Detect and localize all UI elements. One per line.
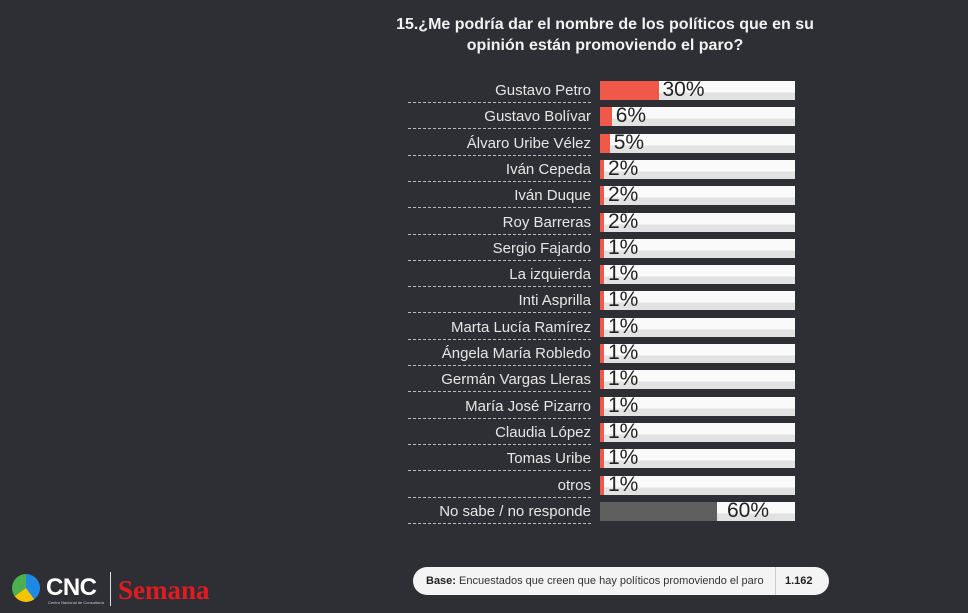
value-label: 2% [608, 209, 639, 233]
bar-row: Gustavo Petro 30% [408, 78, 798, 104]
bar [600, 81, 659, 100]
bar [600, 449, 604, 469]
category-label: Germán Vargas Lleras [408, 370, 591, 393]
bar-track: 1% [600, 393, 795, 417]
bar-track: 60% [600, 498, 795, 522]
base-text: Encuestados que creen que hay políticos … [459, 575, 764, 587]
bar [600, 265, 604, 285]
value-label: 1% [608, 446, 639, 470]
bar-track: 2% [600, 183, 795, 207]
base-count: 1.162 [785, 575, 813, 587]
bar-row: Tomas Uribe 1% [408, 446, 798, 472]
base-note: Base: Encuestados que creen que hay polí… [413, 567, 829, 595]
divider [775, 567, 776, 595]
bar [600, 159, 604, 179]
category-label: Roy Barreras [408, 213, 591, 235]
value-label: 30% [662, 78, 705, 101]
bar-track: 1% [600, 314, 795, 338]
bar-row: Roy Barreras 2% [408, 210, 798, 236]
bar-row: Iván Cepeda 2% [408, 157, 798, 183]
bar-row: otros 1% [408, 473, 798, 499]
bar-track: 1% [600, 472, 795, 496]
category-label: Claudia López [408, 423, 591, 445]
logo-divider [110, 572, 111, 606]
value-label: 1% [608, 314, 639, 338]
bar-row: Sergio Fajardo 1% [408, 236, 798, 262]
category-label: María José Pizarro [408, 397, 591, 419]
bar-row: No sabe / no responde 60% [408, 499, 798, 525]
bar [600, 396, 604, 416]
bar-row: Inti Asprilla 1% [408, 288, 798, 314]
value-label: 1% [608, 341, 639, 364]
cnc-logo: CNC [46, 574, 97, 601]
value-label: 1% [608, 235, 639, 259]
bar-row: Ángela María Robledo 1% [408, 341, 798, 367]
bar-track: 1% [600, 446, 795, 470]
bar-row: La izquierda 1% [408, 262, 798, 288]
value-label: 1% [608, 367, 639, 391]
category-label: Iván Cepeda [408, 160, 591, 182]
bar-track: 1% [600, 262, 795, 286]
category-label: Gustavo Petro [408, 81, 591, 103]
category-label: Sergio Fajardo [408, 239, 591, 261]
bar-row: Gustavo Bolívar 6% [408, 104, 798, 130]
bar-track: 5% [600, 130, 795, 154]
bar [600, 475, 604, 495]
bar-row: Álvaro Uribe Vélez 5% [408, 131, 798, 157]
value-label: 1% [608, 262, 639, 286]
category-label: No sabe / no responde [408, 502, 591, 524]
bar-track: 2% [600, 156, 795, 180]
value-label: 5% [613, 130, 645, 154]
bar [600, 186, 604, 206]
value-label: 2% [608, 183, 639, 207]
bar-track: 1% [600, 288, 795, 312]
value-label: 60% [727, 498, 770, 522]
base-label: Base: [426, 575, 456, 587]
bar-track: 1% [600, 235, 795, 259]
category-label: otros [408, 476, 591, 498]
bar-row: Marta Lucía Ramírez 1% [408, 315, 798, 341]
cnc-logo-icon [12, 574, 40, 602]
value-label: 1% [608, 288, 639, 312]
bar-track: 1% [600, 341, 795, 364]
category-label: Tomas Uribe [408, 449, 591, 472]
bar-row: Iván Duque 2% [408, 183, 798, 209]
bar-row: Claudia López 1% [408, 420, 798, 446]
bar-track: 1% [600, 367, 795, 391]
bar-track: 1% [600, 419, 795, 443]
bar [600, 212, 604, 232]
category-label: Marta Lucía Ramírez [408, 318, 591, 340]
bar-row: Germán Vargas Lleras 1% [408, 367, 798, 393]
value-label: 1% [608, 419, 639, 443]
bar-track: 2% [600, 209, 795, 233]
bar [600, 370, 604, 390]
bar-track: 30% [600, 78, 795, 101]
category-label: Gustavo Bolívar [408, 107, 591, 130]
category-label: Iván Duque [408, 186, 591, 209]
bar [600, 317, 604, 337]
chart-title: 15.¿Me podría dar el nombre de los polít… [396, 16, 814, 54]
cnc-logo-subtitle: Centro Nacional de Consultoría [48, 600, 104, 605]
category-label: Inti Asprilla [408, 291, 591, 314]
value-label: 2% [608, 156, 639, 180]
bar [600, 238, 604, 258]
bar-track: 6% [600, 104, 795, 128]
bar [600, 422, 604, 442]
value-label: 6% [615, 104, 647, 128]
category-label: Álvaro Uribe Vélez [408, 134, 591, 156]
bar [600, 291, 604, 311]
semana-logo: Semana [118, 575, 210, 605]
bar [600, 501, 717, 521]
value-label: 1% [608, 393, 639, 417]
bar [600, 133, 610, 153]
category-label: Ángela María Robledo [408, 344, 591, 366]
value-label: 1% [608, 472, 639, 496]
bar [600, 344, 604, 363]
bar-row: María José Pizarro 1% [408, 394, 798, 420]
bar [600, 107, 612, 127]
category-label: La izquierda [408, 265, 591, 288]
